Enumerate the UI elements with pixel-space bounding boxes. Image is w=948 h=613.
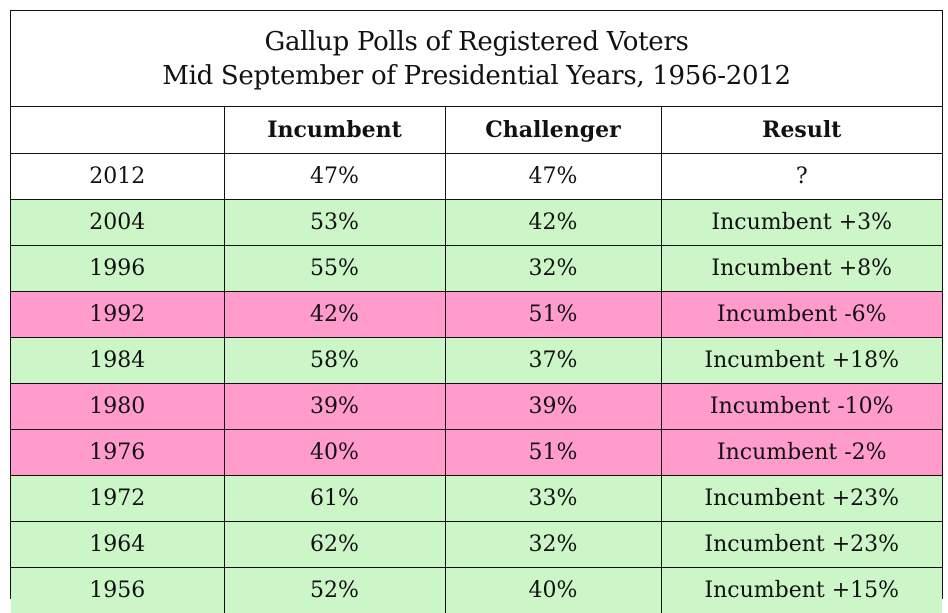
cell-year: 1992 — [11, 292, 224, 338]
table-title: Gallup Polls of Registered Voters Mid Se… — [11, 11, 942, 107]
cell-year: 2012 — [11, 154, 224, 200]
cell-incumbent: 40% — [224, 430, 445, 476]
cell-incumbent: 53% — [224, 200, 445, 246]
cell-result: ? — [661, 154, 942, 200]
cell-year: 1996 — [11, 246, 224, 292]
cell-result: Incumbent -6% — [661, 292, 942, 338]
cell-year: 1980 — [11, 384, 224, 430]
cell-incumbent: 47% — [224, 154, 445, 200]
header-year — [11, 107, 224, 154]
cell-year: 1984 — [11, 338, 224, 384]
cell-result: Incumbent +23% — [661, 476, 942, 522]
poll-table-figure: Gallup Polls of Registered Voters Mid Se… — [10, 10, 943, 599]
cell-challenger: 37% — [445, 338, 661, 384]
cell-result: Incumbent -2% — [661, 430, 942, 476]
cell-incumbent: 62% — [224, 522, 445, 568]
cell-result: Incumbent -10% — [661, 384, 942, 430]
header-challenger: Challenger — [445, 107, 661, 154]
header-incumbent: Incumbent — [224, 107, 445, 154]
header-result: Result — [661, 107, 942, 154]
cell-incumbent: 55% — [224, 246, 445, 292]
cell-incumbent: 52% — [224, 568, 445, 613]
cell-challenger: 32% — [445, 246, 661, 292]
title-line-2: Mid September of Presidential Years, 195… — [162, 59, 790, 93]
cell-challenger: 33% — [445, 476, 661, 522]
cell-challenger: 47% — [445, 154, 661, 200]
cell-challenger: 42% — [445, 200, 661, 246]
cell-incumbent: 58% — [224, 338, 445, 384]
cell-year: 2004 — [11, 200, 224, 246]
title-line-1: Gallup Polls of Registered Voters — [264, 25, 688, 59]
cell-year: 1972 — [11, 476, 224, 522]
cell-incumbent: 42% — [224, 292, 445, 338]
cell-result: Incumbent +3% — [661, 200, 942, 246]
cell-challenger: 51% — [445, 430, 661, 476]
header-row: Incumbent Challenger Result — [11, 107, 942, 154]
cell-challenger: 51% — [445, 292, 661, 338]
cell-year: 1956 — [11, 568, 224, 613]
cell-result: Incumbent +18% — [661, 338, 942, 384]
cell-challenger: 32% — [445, 522, 661, 568]
cell-challenger: 39% — [445, 384, 661, 430]
cell-result: Incumbent +8% — [661, 246, 942, 292]
cell-result: Incumbent +15% — [661, 568, 942, 613]
cell-challenger: 40% — [445, 568, 661, 613]
cell-incumbent: 61% — [224, 476, 445, 522]
cell-year: 1976 — [11, 430, 224, 476]
cell-year: 1964 — [11, 522, 224, 568]
cell-result: Incumbent +23% — [661, 522, 942, 568]
cell-incumbent: 39% — [224, 384, 445, 430]
